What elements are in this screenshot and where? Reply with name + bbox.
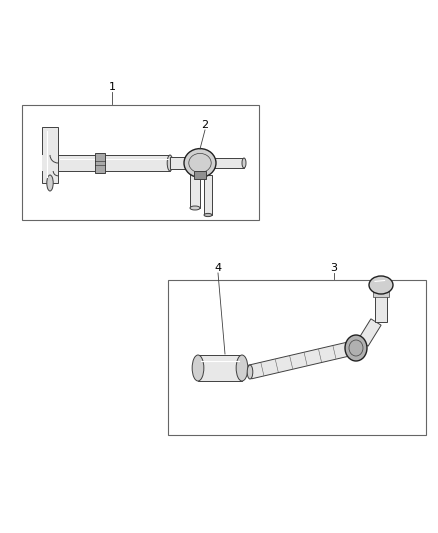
Ellipse shape: [47, 175, 53, 191]
Ellipse shape: [345, 335, 367, 361]
Polygon shape: [375, 295, 387, 322]
Polygon shape: [358, 319, 381, 346]
Ellipse shape: [204, 213, 212, 216]
Ellipse shape: [242, 158, 246, 168]
Polygon shape: [42, 155, 58, 171]
Ellipse shape: [247, 365, 253, 379]
Ellipse shape: [236, 355, 248, 381]
Ellipse shape: [192, 355, 204, 381]
Ellipse shape: [190, 206, 200, 210]
Polygon shape: [373, 288, 389, 297]
Ellipse shape: [369, 276, 393, 294]
Polygon shape: [198, 355, 242, 381]
Bar: [168, 280, 426, 435]
Text: 3: 3: [331, 263, 338, 273]
Text: 4: 4: [215, 263, 222, 273]
Polygon shape: [190, 174, 200, 208]
Polygon shape: [42, 127, 58, 183]
Polygon shape: [214, 158, 244, 168]
Ellipse shape: [167, 155, 173, 171]
Polygon shape: [170, 157, 186, 169]
Polygon shape: [204, 175, 212, 215]
Polygon shape: [95, 153, 105, 173]
Bar: [22, 105, 259, 220]
Polygon shape: [58, 155, 170, 171]
Polygon shape: [194, 171, 206, 179]
Ellipse shape: [184, 149, 216, 177]
Polygon shape: [248, 341, 355, 379]
Text: 2: 2: [201, 120, 208, 130]
Text: 1: 1: [109, 82, 116, 92]
